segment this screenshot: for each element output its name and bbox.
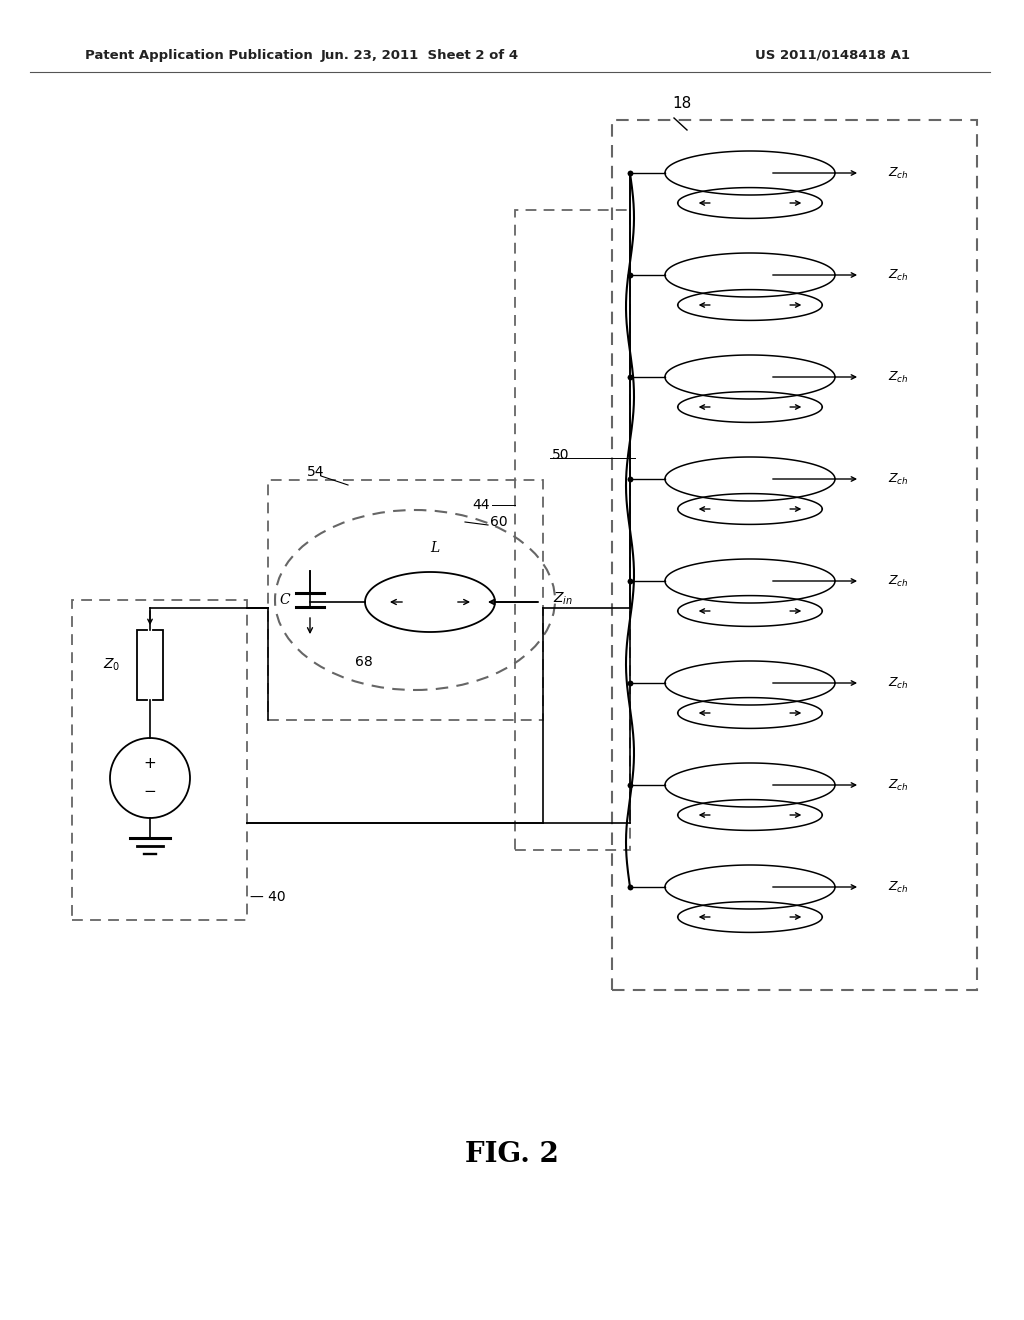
Text: +: + <box>143 756 157 771</box>
Text: $Z_{ch}$: $Z_{ch}$ <box>888 573 908 589</box>
Text: $Z_{ch}$: $Z_{ch}$ <box>888 676 908 690</box>
Text: $Z_{ch}$: $Z_{ch}$ <box>888 370 908 384</box>
Bar <box>72 601 247 920</box>
Text: $Z_{ch}$: $Z_{ch}$ <box>888 777 908 792</box>
Text: C: C <box>280 593 290 607</box>
Text: Jun. 23, 2011  Sheet 2 of 4: Jun. 23, 2011 Sheet 2 of 4 <box>321 49 519 62</box>
Text: $Z_{ch}$: $Z_{ch}$ <box>888 165 908 181</box>
Text: FIG. 2: FIG. 2 <box>465 1142 559 1168</box>
Text: 18: 18 <box>673 95 691 111</box>
Text: 60: 60 <box>490 515 508 529</box>
Bar <box>268 480 543 719</box>
Text: $Z_{ch}$: $Z_{ch}$ <box>888 879 908 895</box>
Text: 44: 44 <box>472 498 490 512</box>
Text: L: L <box>430 541 439 554</box>
Bar <box>612 120 977 990</box>
Text: Patent Application Publication: Patent Application Publication <box>85 49 312 62</box>
Text: $Z_{ch}$: $Z_{ch}$ <box>888 268 908 282</box>
Bar <box>515 210 630 850</box>
Bar <box>137 630 163 700</box>
Text: 54: 54 <box>307 465 325 479</box>
Text: — 40: — 40 <box>250 890 286 904</box>
Text: 50: 50 <box>552 447 569 462</box>
Text: $Z_0$: $Z_0$ <box>102 657 120 673</box>
Text: 68: 68 <box>355 655 373 669</box>
Text: $Z_{ch}$: $Z_{ch}$ <box>888 471 908 487</box>
Text: US 2011/0148418 A1: US 2011/0148418 A1 <box>755 49 910 62</box>
Text: $Z_{in}$: $Z_{in}$ <box>553 591 573 607</box>
Text: −: − <box>143 784 157 800</box>
